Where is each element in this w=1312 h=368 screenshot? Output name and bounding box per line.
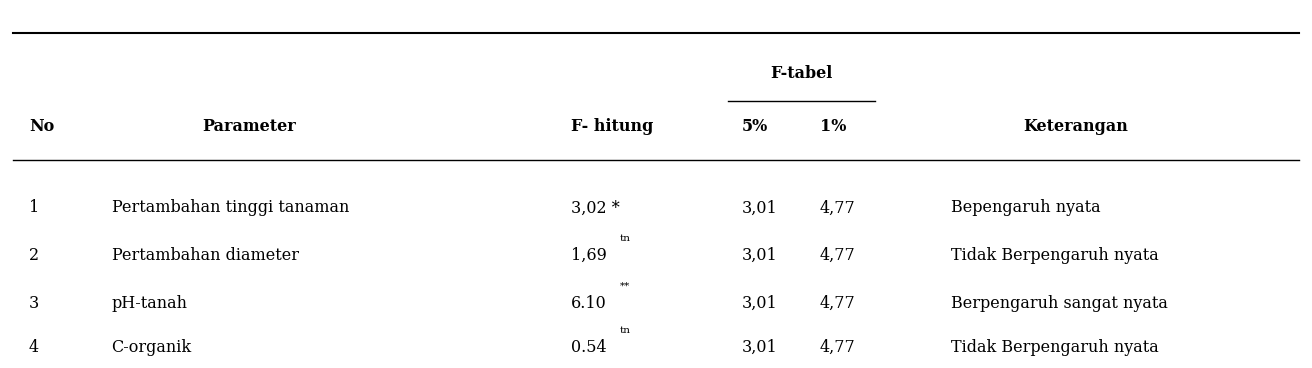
Text: 2: 2 — [29, 247, 39, 264]
Text: F- hitung: F- hitung — [571, 118, 653, 135]
Text: 5%: 5% — [741, 118, 768, 135]
Text: 1: 1 — [29, 199, 39, 216]
Text: 3,02 *: 3,02 * — [571, 199, 619, 216]
Text: **: ** — [619, 282, 630, 290]
Text: F-tabel: F-tabel — [770, 65, 833, 82]
Text: 0.54: 0.54 — [571, 339, 606, 356]
Text: 1,69: 1,69 — [571, 247, 606, 264]
Text: 4: 4 — [29, 339, 39, 356]
Text: pH-tanah: pH-tanah — [112, 295, 188, 312]
Text: 3,01: 3,01 — [741, 247, 777, 264]
Text: tn: tn — [619, 326, 630, 335]
Text: 3,01: 3,01 — [741, 295, 777, 312]
Text: C-organik: C-organik — [112, 339, 192, 356]
Text: 6.10: 6.10 — [571, 295, 606, 312]
Text: Pertambahan tinggi tanaman: Pertambahan tinggi tanaman — [112, 199, 349, 216]
Text: No: No — [29, 118, 54, 135]
Text: Parameter: Parameter — [202, 118, 297, 135]
Text: Berpengaruh sangat nyata: Berpengaruh sangat nyata — [951, 295, 1168, 312]
Text: Keterangan: Keterangan — [1023, 118, 1128, 135]
Text: 3,01: 3,01 — [741, 199, 777, 216]
Text: 3,01: 3,01 — [741, 339, 777, 356]
Text: Tidak Berpengaruh nyata: Tidak Berpengaruh nyata — [951, 339, 1158, 356]
Text: 3: 3 — [29, 295, 39, 312]
Text: tn: tn — [619, 234, 631, 243]
Text: 4,77: 4,77 — [820, 339, 855, 356]
Text: Pertambahan diameter: Pertambahan diameter — [112, 247, 299, 264]
Text: 1%: 1% — [820, 118, 846, 135]
Text: 4,77: 4,77 — [820, 199, 855, 216]
Text: Bepengaruh nyata: Bepengaruh nyata — [951, 199, 1101, 216]
Text: 4,77: 4,77 — [820, 247, 855, 264]
Text: 4,77: 4,77 — [820, 295, 855, 312]
Text: Tidak Berpengaruh nyata: Tidak Berpengaruh nyata — [951, 247, 1158, 264]
